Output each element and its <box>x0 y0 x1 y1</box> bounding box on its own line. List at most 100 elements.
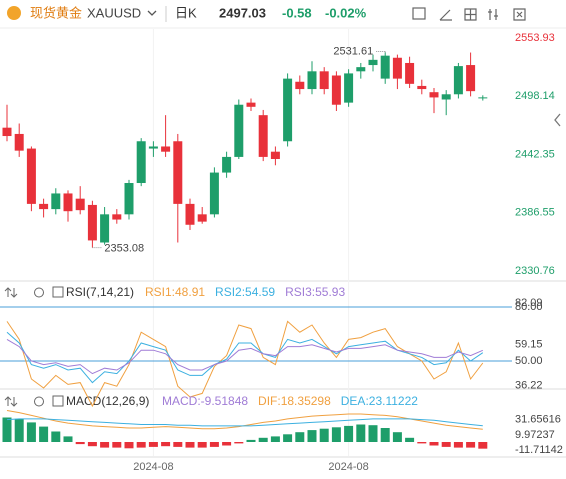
reorder-icon[interactable] <box>4 287 18 298</box>
candle-body <box>100 214 110 243</box>
period[interactable]: 日K <box>175 5 197 20</box>
candle-body <box>392 57 402 79</box>
candle-body <box>136 141 146 184</box>
instrument-name: 现货黄金 <box>30 5 82 20</box>
y-tick-label: 2498.14 <box>515 90 555 102</box>
candle-body <box>87 204 97 241</box>
candle-body <box>429 92 439 98</box>
candle-body <box>112 214 122 220</box>
reorder-icon[interactable] <box>4 396 18 407</box>
candle-body <box>453 66 463 95</box>
candle-body <box>478 97 488 99</box>
macd-bar <box>136 442 146 448</box>
tool-icon[interactable] <box>464 8 477 21</box>
macd-bar <box>295 432 305 442</box>
macd-bar <box>197 442 207 448</box>
checkbox[interactable] <box>52 395 64 407</box>
candle-body <box>26 148 36 204</box>
macd-bar <box>417 442 427 444</box>
tool-icon[interactable] <box>439 9 452 21</box>
candle-body <box>161 146 171 152</box>
macd-bar <box>368 425 378 442</box>
candle-body <box>441 94 451 100</box>
macd-bar <box>39 426 49 442</box>
macd-bar <box>26 422 36 442</box>
candle-body <box>148 146 158 149</box>
macd-bar <box>441 442 451 447</box>
macd-bar <box>283 434 293 442</box>
change: -0.58 <box>282 5 312 20</box>
y-tick-label: 2442.35 <box>515 148 555 160</box>
macd-bar <box>222 442 232 446</box>
x-tick-label: 2024-08 <box>328 461 368 473</box>
macd-bar <box>14 418 24 442</box>
macd-bar <box>246 439 256 442</box>
macd-line <box>6 418 483 427</box>
macd-bar <box>270 436 280 442</box>
toolbar <box>412 7 526 21</box>
tool-icon[interactable] <box>488 9 498 20</box>
macd-bar <box>75 442 85 445</box>
macd-bar <box>100 442 110 448</box>
settings-icon[interactable] <box>34 396 44 407</box>
macd-bar <box>453 442 463 448</box>
tool-icon[interactable] <box>513 8 526 21</box>
y-tick-label: -11.71142 <box>515 444 563 456</box>
tool-icon[interactable] <box>412 7 426 20</box>
candle-body <box>234 104 244 157</box>
macd-bar <box>185 442 195 448</box>
rsi-line <box>6 320 484 408</box>
rsi-line <box>6 331 484 384</box>
candle-body <box>356 67 366 72</box>
y-tick-label: 31.65616 <box>515 414 561 426</box>
rsi-title: RSI(7,14,21) <box>66 285 134 299</box>
candle-body <box>295 81 305 90</box>
macd-bar <box>478 442 488 449</box>
candle-body <box>51 193 61 210</box>
checkbox[interactable] <box>52 286 64 298</box>
candle-body <box>75 198 85 211</box>
legend-entry: MACD:-9.51848 <box>162 394 248 408</box>
dropdown-arrow[interactable] <box>147 10 157 16</box>
macd-bar <box>392 432 402 442</box>
macd-bar <box>234 442 244 444</box>
collapse-arrow[interactable] <box>554 113 561 127</box>
legend-entry: RSI2:54.59 <box>215 285 275 299</box>
candle-body <box>368 59 378 66</box>
macd-bar <box>344 425 354 442</box>
candle-body <box>246 102 256 107</box>
price: 2497.03 <box>219 5 266 20</box>
macd-bar <box>356 424 366 442</box>
y-tick-label: 36.22 <box>515 380 543 392</box>
macd-bar <box>87 442 97 447</box>
candle-body <box>344 73 354 103</box>
candle-body <box>331 75 341 105</box>
candle-body <box>124 183 134 215</box>
candle-body <box>39 203 49 210</box>
macd-bar <box>331 427 341 442</box>
macd-bar <box>258 437 268 442</box>
leader-line <box>375 50 386 53</box>
macd-bar <box>148 442 158 447</box>
y-tick-label: 59.15 <box>515 338 543 350</box>
y-tick-label: 50.00 <box>515 355 543 367</box>
candle-body <box>405 62 415 84</box>
macd-bar <box>405 437 415 442</box>
macd-bar <box>63 436 73 442</box>
y-tick-label: 82.09 <box>515 297 543 309</box>
y-tick-label: 2330.76 <box>515 265 555 277</box>
candle-body <box>380 55 390 79</box>
x-tick-label: 2024-08 <box>133 461 173 473</box>
macd-bar <box>319 428 329 442</box>
candle-body <box>2 127 12 137</box>
symbol[interactable]: XAUUSD <box>87 5 141 20</box>
settings-icon[interactable] <box>34 287 44 298</box>
candle-body <box>283 78 293 142</box>
y-tick-label: 9.97237 <box>515 429 555 441</box>
legend-entry: DIF:18.35298 <box>258 394 331 408</box>
candle-body <box>222 156 232 173</box>
macd-bar <box>173 442 183 447</box>
change-pct: -0.02% <box>325 5 367 20</box>
legend-entry: DEA:23.11222 <box>341 394 418 408</box>
macd-bar <box>466 442 476 448</box>
